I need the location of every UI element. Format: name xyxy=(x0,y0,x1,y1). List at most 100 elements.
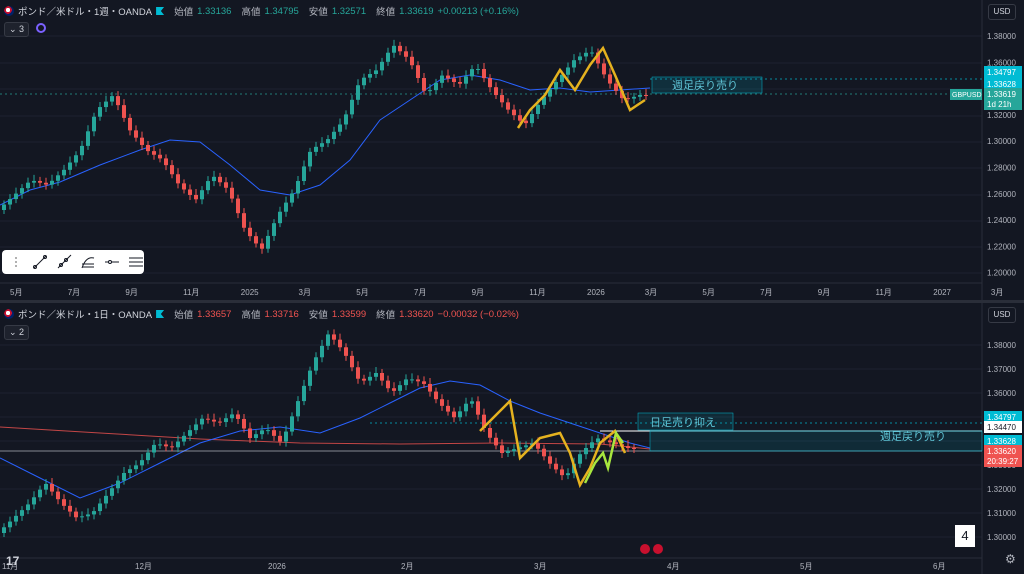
candle-body xyxy=(404,379,408,386)
drag-handle-icon[interactable] xyxy=(8,254,24,270)
price-badge-text: 1.34797 xyxy=(987,68,1016,77)
price-badge xyxy=(984,411,1022,423)
low-label: 安値 xyxy=(308,310,328,321)
candle-body xyxy=(158,154,162,159)
weekly-chart-pane[interactable]: 週足戻り売り 1.380001.360001.340001.320001.300… xyxy=(0,0,1024,300)
candle-body xyxy=(32,180,36,183)
candle-body xyxy=(218,421,222,423)
candle-body xyxy=(488,78,492,88)
weekly-chart-canvas[interactable]: 週足戻り売り 1.380001.360001.340001.320001.300… xyxy=(0,0,1024,300)
market-status-icon[interactable] xyxy=(156,7,165,15)
gbp-flag-icon xyxy=(4,6,14,16)
candle-body xyxy=(380,373,384,381)
price-badge-text: 1.33628 xyxy=(987,80,1016,89)
time-tick-label: 7月 xyxy=(414,288,426,297)
time-tick-label: 9月 xyxy=(472,288,484,297)
price-badge xyxy=(984,98,1022,110)
candle-body xyxy=(236,198,240,214)
time-tick-label: 5月 xyxy=(702,288,714,297)
candle-body xyxy=(212,176,216,182)
candle-body xyxy=(482,68,486,79)
price-badge xyxy=(984,66,1022,78)
event-flag-icon[interactable] xyxy=(653,544,663,554)
ray-icon[interactable] xyxy=(56,254,72,270)
candle-body xyxy=(260,430,264,435)
candle-body xyxy=(56,491,60,500)
candle-body xyxy=(332,131,336,140)
candle-body xyxy=(428,90,432,92)
parallel-lines-icon[interactable] xyxy=(128,254,144,270)
time-tick-label: 11月 xyxy=(183,288,199,297)
time-tick-label: 2027 xyxy=(933,288,951,297)
price-tick-label: 1.20000 xyxy=(987,269,1016,278)
candle-body xyxy=(182,435,186,442)
candle-body xyxy=(2,204,6,210)
daily-chart-canvas[interactable]: 日足売り抑え 週足戻り売り 1.380001.370001.360001.350… xyxy=(0,303,1024,574)
candle-body xyxy=(86,514,90,517)
gbp-flag-icon xyxy=(4,309,14,319)
daily-wave-line-green xyxy=(583,429,625,484)
candle-body xyxy=(68,162,72,170)
price-badge xyxy=(984,78,1022,90)
candle-body xyxy=(590,442,594,448)
candle-body xyxy=(200,418,204,425)
candle-body xyxy=(506,451,510,453)
candle-body xyxy=(194,194,198,200)
candle-body xyxy=(314,146,318,152)
trend-line-icon[interactable] xyxy=(32,254,48,270)
indicator-collapse-button[interactable]: ⌄ 3 xyxy=(4,22,30,37)
candle-body xyxy=(524,120,528,124)
daily-hold-zone[interactable] xyxy=(637,412,734,431)
candle-body xyxy=(344,114,348,125)
daily-annotation-2: 週足戻り売り xyxy=(880,430,946,443)
candle-body xyxy=(116,96,120,106)
high-label: 高値 xyxy=(241,7,261,18)
candle-body xyxy=(92,116,96,132)
candle-body xyxy=(536,104,540,115)
price-tick-label: 1.31000 xyxy=(987,509,1016,518)
weekly-sell-zone[interactable] xyxy=(651,76,763,94)
candle-body xyxy=(440,75,444,83)
event-flag-icon[interactable] xyxy=(640,544,650,554)
fib-icon[interactable] xyxy=(80,254,96,270)
daily-sell-zone[interactable] xyxy=(649,430,983,452)
candle-body xyxy=(2,527,6,533)
tradingview-logo[interactable]: 17 xyxy=(6,554,20,568)
daily-symbol-title[interactable]: ポンド／米ドル・1日・OANDA xyxy=(18,310,153,321)
price-badge-text: 1.33619 xyxy=(987,90,1016,99)
candle-body xyxy=(32,497,36,505)
indicator-collapse-button[interactable]: ⌄ 2 xyxy=(4,325,30,340)
candle-body xyxy=(530,114,534,124)
candle-body xyxy=(170,446,174,448)
pane-divider[interactable] xyxy=(0,300,1024,303)
currency-selector[interactable]: USD xyxy=(988,307,1016,323)
candle-body xyxy=(122,105,126,118)
candle-body xyxy=(338,124,342,132)
symbol-badge-text: GBPUSD xyxy=(952,92,982,99)
candle-body xyxy=(152,444,156,453)
close-label: 終値 xyxy=(376,310,396,321)
settings-gear-icon[interactable]: ⚙ xyxy=(1005,552,1016,566)
market-status-icon[interactable] xyxy=(156,310,165,318)
candle-body xyxy=(260,243,264,249)
currency-selector[interactable]: USD xyxy=(988,4,1016,20)
daily-chart-pane[interactable]: 日足売り抑え 週足戻り売り 1.380001.370001.360001.350… xyxy=(0,303,1024,574)
candle-body xyxy=(458,82,462,84)
candle-body xyxy=(146,144,150,152)
price-tick-label: 1.32000 xyxy=(987,485,1016,494)
candle-body xyxy=(398,45,402,52)
candle-body xyxy=(470,401,474,404)
candle-body xyxy=(302,385,306,402)
weekly-symbol-title[interactable]: ポンド／米ドル・1週・OANDA xyxy=(18,7,153,18)
time-tick-label: 3月 xyxy=(534,562,546,571)
price-tick-label: 1.37000 xyxy=(987,365,1016,374)
candle-body xyxy=(26,182,30,189)
close-value: 1.33620 xyxy=(399,308,434,320)
candle-body xyxy=(278,435,282,442)
horizontal-line-icon[interactable] xyxy=(104,254,120,270)
candle-body xyxy=(266,235,270,249)
weekly-moving-average xyxy=(0,74,651,206)
candle-body xyxy=(542,448,546,457)
candle-body xyxy=(290,416,294,432)
price-badge xyxy=(984,445,1022,457)
